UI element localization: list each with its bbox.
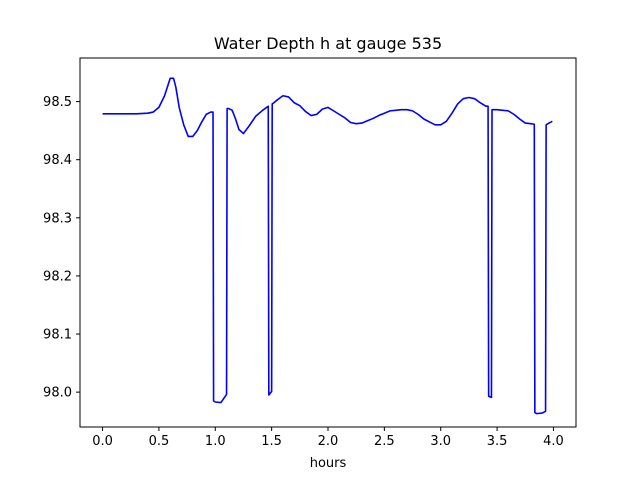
y-tick-label: 98.0 <box>43 386 72 401</box>
x-tick-label: 2.0 <box>318 434 339 449</box>
x-tick-label: 2.5 <box>374 434 395 449</box>
x-tick-label: 4.0 <box>543 434 564 449</box>
chart-title: Water Depth h at gauge 535 <box>214 34 442 53</box>
y-tick-label: 98.5 <box>43 95 72 110</box>
y-tick-label: 98.4 <box>43 153 72 168</box>
x-tick-label: 1.5 <box>261 434 282 449</box>
series-line-0 <box>102 77 553 415</box>
x-tick-label: 0.5 <box>149 434 170 449</box>
y-tick-label: 98.2 <box>43 269 72 284</box>
y-tick-label: 98.3 <box>43 211 72 226</box>
x-tick-label: 0.0 <box>92 434 113 449</box>
y-axis: 98.0 98.1 98.2 98.3 98.4 98.5 <box>43 95 80 401</box>
x-tick-label: 1.0 <box>205 434 226 449</box>
x-tick-label: 3.5 <box>487 434 508 449</box>
x-axis: 0.0 0.5 1.0 1.5 2.0 2.5 3.0 3.5 4.0 <box>92 427 564 449</box>
plot-area <box>79 57 577 428</box>
axes-frame <box>79 57 577 428</box>
x-tick-label: 3.0 <box>430 434 451 449</box>
y-tick-label: 98.1 <box>43 328 72 343</box>
x-axis-label: hours <box>310 456 347 471</box>
